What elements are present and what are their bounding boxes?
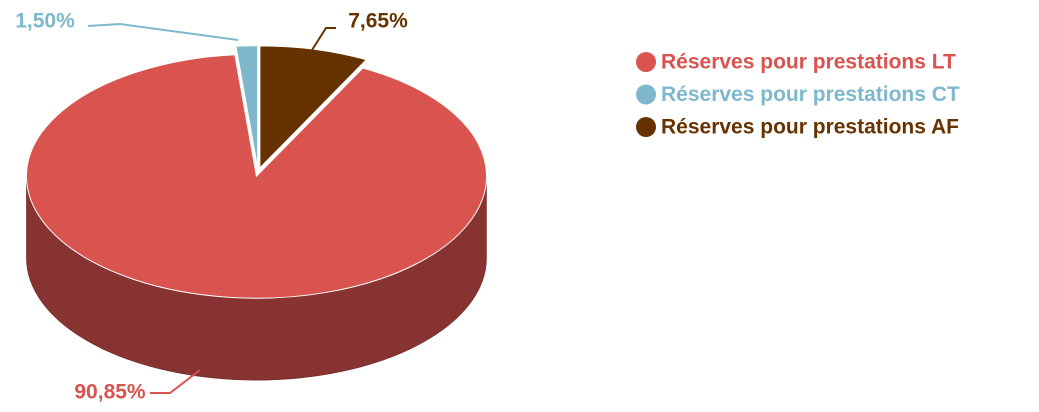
leader-line [87,22,239,41]
leader-line [150,369,201,394]
legend-swatch [636,117,656,137]
slice [259,45,368,170]
legend-swatch [636,52,656,72]
data-label: 1,50% [15,10,75,33]
slice [25,54,487,299]
slice-tops [25,45,487,299]
data-label: 90,85% [74,381,146,404]
legend-swatch [636,84,656,105]
legend-label: Réserves pour prestations LT [661,51,956,74]
legend-label: Réserves pour prestations CT [661,83,960,106]
data-label: 7,65% [348,10,408,33]
leader-line [311,27,336,51]
slice [235,45,259,168]
legend-label: Réserves pour prestations AF [661,116,959,139]
